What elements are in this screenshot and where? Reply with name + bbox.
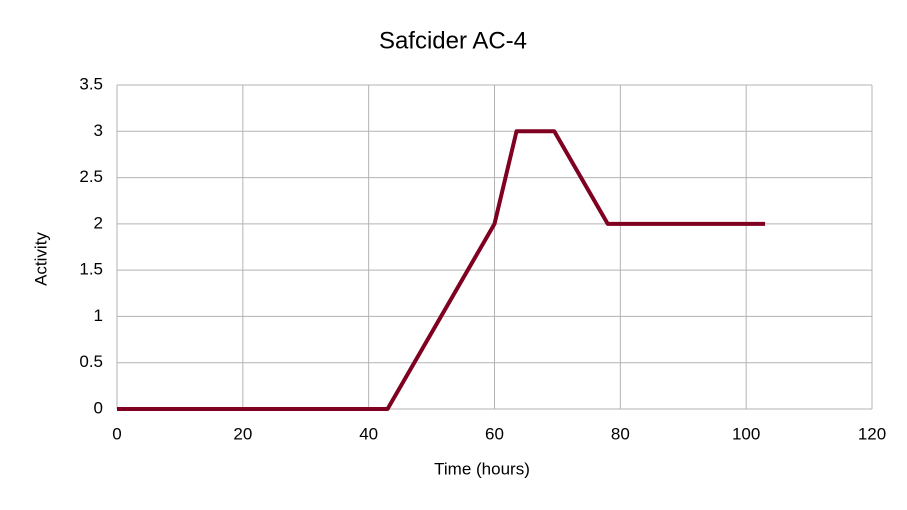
x-tick-label: 80 (611, 424, 630, 443)
y-tick-label: 0.5 (79, 352, 103, 371)
x-axis-label: Time (hours) (434, 459, 530, 478)
y-tick-label: 2 (94, 213, 103, 232)
x-tick-label: 40 (359, 424, 378, 443)
y-tick-label: 3 (94, 121, 103, 140)
x-tick-label: 20 (233, 424, 252, 443)
y-axis-label: Activity (31, 232, 50, 286)
x-tick-label: 0 (112, 424, 121, 443)
chart-title: Safcider AC-4 (379, 27, 527, 54)
data-line (117, 129, 766, 411)
y-tick-label: 1 (94, 306, 103, 325)
y-tick-label: 1.5 (79, 260, 103, 279)
y-tick-label: 2.5 (79, 167, 103, 186)
y-tick-label: 3.5 (79, 74, 103, 93)
x-tick-label: 60 (485, 424, 504, 443)
x-tick-label: 100 (732, 424, 760, 443)
y-tick-label: 0 (94, 398, 103, 417)
x-tick-label: 120 (858, 424, 886, 443)
